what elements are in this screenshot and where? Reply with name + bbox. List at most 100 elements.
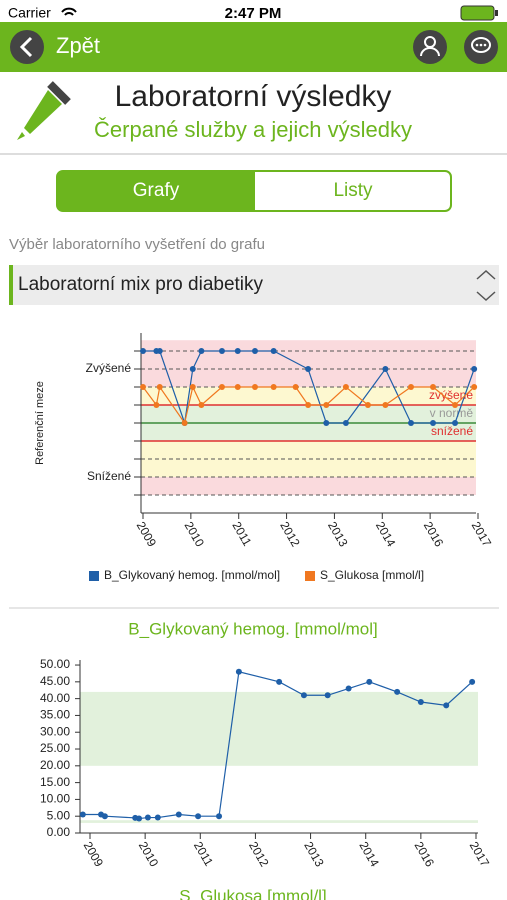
chat-dot bbox=[475, 43, 479, 47]
data-point bbox=[342, 420, 349, 426]
data-point bbox=[216, 813, 223, 820]
y-tick-label: 0.00 bbox=[47, 825, 71, 839]
reference-band bbox=[80, 691, 478, 766]
data-point bbox=[101, 813, 108, 820]
y-tick-label: Snížené bbox=[87, 469, 131, 483]
reference-label: snížené bbox=[431, 424, 473, 438]
data-point bbox=[189, 384, 196, 390]
data-point bbox=[140, 348, 146, 354]
data-point bbox=[189, 366, 196, 372]
data-point bbox=[154, 814, 161, 821]
selector-value[interactable]: Laboratorní mix pro diabetiky bbox=[18, 274, 264, 295]
y-tick-label: 10.00 bbox=[40, 792, 70, 806]
data-point bbox=[469, 678, 476, 685]
data-point bbox=[323, 402, 330, 408]
pipette-icon bbox=[17, 81, 71, 140]
tab-label[interactable]: Grafy bbox=[133, 180, 180, 201]
y-tick-label: 50.00 bbox=[40, 657, 70, 671]
tab-selected[interactable] bbox=[57, 171, 255, 211]
data-point bbox=[136, 815, 143, 822]
data-point bbox=[443, 702, 450, 709]
back-button[interactable]: Zpět bbox=[10, 30, 100, 64]
reference-band bbox=[80, 820, 478, 823]
y-tick-label: 40.00 bbox=[40, 691, 70, 705]
data-point bbox=[292, 384, 299, 390]
y-tick-label: 35.00 bbox=[40, 708, 70, 722]
legend-label: S_Glukosa [mmol/l] bbox=[320, 568, 424, 582]
pipette-tip bbox=[17, 132, 25, 140]
pipette-bulb bbox=[47, 81, 71, 105]
data-point bbox=[198, 402, 205, 408]
data-point bbox=[366, 678, 373, 685]
data-point bbox=[300, 692, 307, 699]
pipette-body bbox=[24, 90, 62, 134]
data-point bbox=[342, 384, 349, 390]
data-point bbox=[345, 685, 352, 692]
reference-band bbox=[141, 477, 476, 495]
selector-box[interactable] bbox=[9, 265, 499, 305]
carrier: Carrier bbox=[8, 5, 51, 21]
data-point bbox=[417, 698, 424, 705]
data-point bbox=[181, 420, 188, 426]
data-point bbox=[323, 420, 330, 426]
wifi-icon bbox=[61, 7, 77, 16]
y-tick-label: 25.00 bbox=[40, 741, 70, 755]
selector-accent bbox=[9, 265, 13, 305]
y-tick-label: 5.00 bbox=[47, 808, 71, 822]
data-point bbox=[452, 420, 459, 426]
data-point bbox=[305, 366, 312, 372]
y-tick-label: Zvýšené bbox=[86, 361, 132, 375]
data-point bbox=[364, 402, 371, 408]
data-point bbox=[234, 384, 241, 390]
data-point bbox=[408, 384, 414, 390]
data-point bbox=[471, 384, 478, 390]
series-line bbox=[143, 350, 475, 424]
data-point bbox=[394, 688, 401, 695]
data-point bbox=[156, 384, 163, 390]
back-arrow bbox=[19, 36, 33, 58]
data-point bbox=[382, 402, 389, 408]
legend-label: B_Glykovaný hemog. [mmol/mol] bbox=[104, 568, 280, 582]
data-point bbox=[234, 348, 241, 354]
data-point bbox=[195, 813, 202, 820]
chat-bubble bbox=[471, 37, 491, 53]
back-circle bbox=[10, 30, 44, 64]
y-tick-label: 45.00 bbox=[40, 674, 70, 688]
chart-title: S_Glukosa [mmol/l] bbox=[179, 886, 326, 900]
series-line bbox=[142, 385, 475, 425]
y-tick-label: 30.00 bbox=[40, 724, 70, 738]
data-point bbox=[382, 366, 389, 372]
data-point bbox=[305, 402, 312, 408]
data-point bbox=[430, 384, 437, 390]
profile-button[interactable] bbox=[413, 30, 447, 64]
y-tick-label: 20.00 bbox=[40, 758, 70, 772]
data-point bbox=[408, 420, 414, 426]
chat-dot bbox=[479, 43, 483, 47]
data-point bbox=[452, 402, 459, 408]
data-point bbox=[270, 384, 277, 390]
data-point bbox=[471, 366, 478, 372]
back-label[interactable]: Zpět bbox=[56, 33, 100, 58]
reference-band bbox=[141, 340, 476, 387]
selector-arrows[interactable] bbox=[476, 269, 496, 302]
legend-swatch bbox=[305, 571, 315, 581]
data-point bbox=[430, 420, 437, 426]
data-point bbox=[140, 384, 146, 390]
profile-body bbox=[420, 47, 440, 57]
data-point bbox=[270, 348, 277, 354]
chat-button[interactable] bbox=[464, 30, 498, 64]
chat-circle bbox=[464, 30, 498, 64]
data-point bbox=[144, 814, 151, 821]
time: 2:47 PM bbox=[225, 5, 282, 22]
battery bbox=[460, 5, 495, 21]
page-title: Laboratorní výsledky bbox=[115, 80, 392, 113]
data-point bbox=[218, 348, 225, 354]
tab-label[interactable]: Listy bbox=[333, 180, 373, 201]
data-point bbox=[235, 668, 242, 675]
reference-label: v normě bbox=[430, 406, 474, 420]
data-point bbox=[218, 384, 225, 390]
data-point bbox=[198, 348, 205, 354]
page-subtitle: Čerpané služby a jejich výsledky bbox=[94, 117, 412, 142]
data-point bbox=[156, 348, 163, 354]
